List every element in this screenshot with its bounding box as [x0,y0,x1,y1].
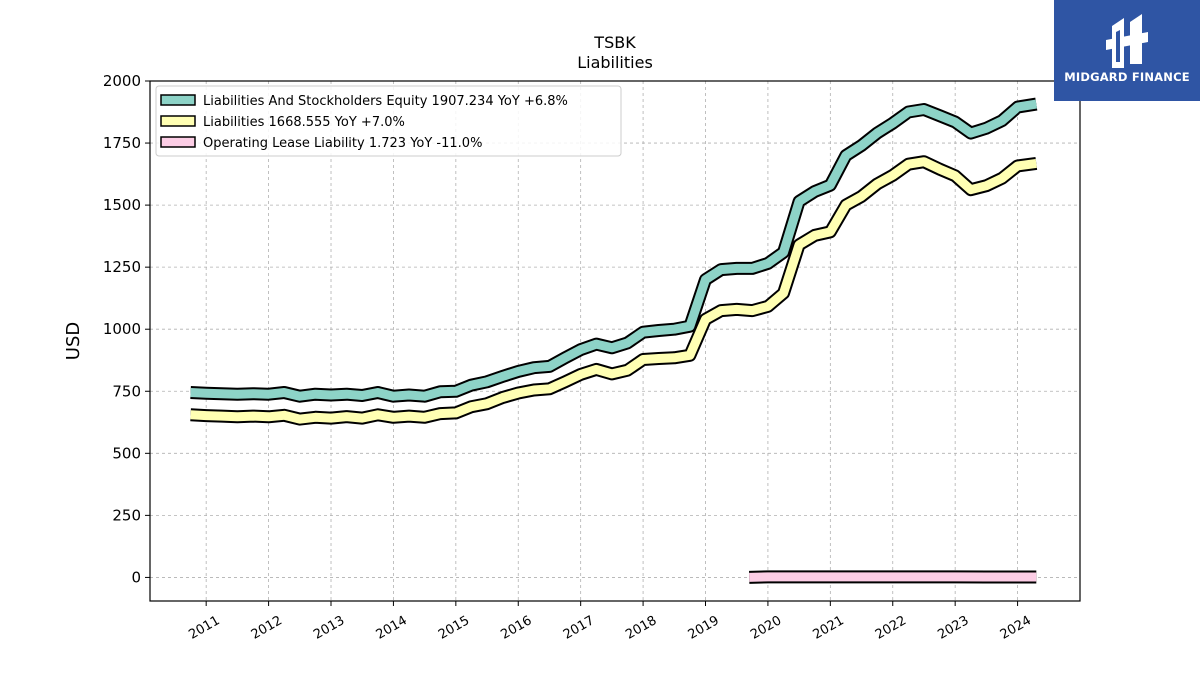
grid-lines [150,80,1080,601]
legend-swatch [160,136,196,148]
y-tick-label: 0 [131,568,141,586]
legend-label: Operating Lease Liability 1.723 YoY -11.… [203,136,482,151]
series-line-1 [190,157,1037,424]
series-layer [190,97,1038,584]
y-tick-label: 250 [112,506,141,524]
y-tick-label: 1000 [103,320,141,338]
series-line-2 [749,572,1037,582]
legend: Liabilities And Stockholders Equity 1907… [155,85,622,157]
legend-swatch [160,94,196,106]
plot-frame [149,80,1081,602]
legend-label: Liabilities 1668.555 YoY +7.0% [203,115,405,130]
y-tick-label: 500 [112,444,141,462]
brand-logo: MIDGARD FINANCE [1054,0,1200,101]
y-tick-label: 1250 [103,258,141,276]
y-tick-label: 750 [112,382,141,400]
y-tick-label: 1500 [103,196,141,214]
y-axis-label: USD [63,322,84,360]
chart-subtitle: Liabilities [577,53,653,72]
legend-box [155,85,622,157]
chart-title: TSBK [593,33,636,52]
y-tick-label: 1750 [103,134,141,152]
legend-label: Liabilities And Stockholders Equity 1907… [203,94,568,109]
legend-swatch [160,115,196,127]
logo-text: MIDGARD FINANCE [1064,70,1190,84]
logo-mark-icon [1106,14,1148,68]
series-line-0 [190,99,1038,401]
y-tick-label: 2000 [103,72,141,90]
